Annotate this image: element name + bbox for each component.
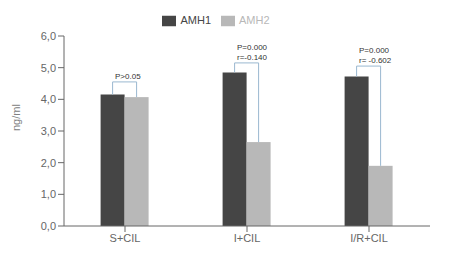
html-text:AMH2: AMH2 <box>239 14 270 26</box>
svg-text:4,0: 4,0 <box>41 93 56 105</box>
svg-text:ng/ml: ng/ml <box>10 104 22 131</box>
svg-text:P=0.000: P=0.000 <box>359 46 390 55</box>
svg-text:3,0: 3,0 <box>41 125 56 137</box>
svg-text:5,0: 5,0 <box>41 62 56 74</box>
svg-text:I/R+CIL: I/R+CIL <box>350 232 388 244</box>
html-text:AMH1: AMH1 <box>180 14 211 26</box>
svg-text:6,0: 6,0 <box>41 30 56 42</box>
svg-text:I+CIL: I+CIL <box>234 232 261 244</box>
svg-text:P>0.05: P>0.05 <box>115 72 141 81</box>
svg-text:r=-0.140: r=-0.140 <box>237 53 268 62</box>
svg-text:r= -0.602: r= -0.602 <box>359 56 392 65</box>
svg-text:P=0.000: P=0.000 <box>237 43 268 52</box>
svg-text:0,0: 0,0 <box>41 220 56 232</box>
svg-text:S+CIL: S+CIL <box>110 232 141 244</box>
svg-text:2,0: 2,0 <box>41 157 56 169</box>
svg-text:1,0: 1,0 <box>41 188 56 200</box>
